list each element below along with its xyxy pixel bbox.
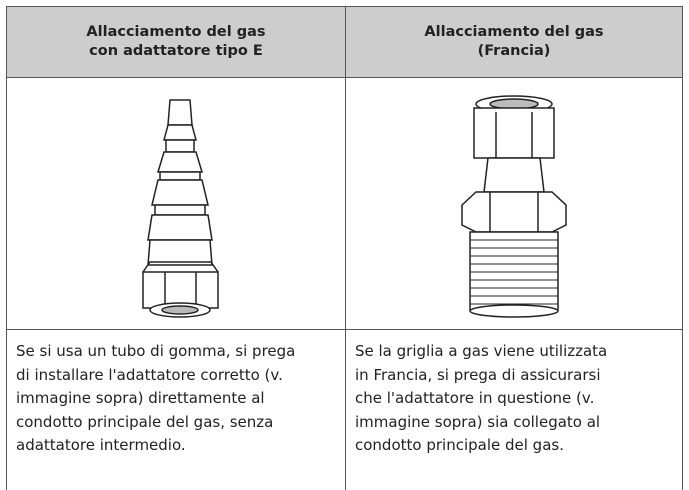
text-line: Se si usa un tubo di gomma, si prega [16, 342, 296, 360]
header-line: con adattatore tipo E [89, 43, 263, 59]
header-line: Allacciamento del gas [86, 24, 266, 40]
header-cell: Allacciamento del gas (Francia) [346, 7, 682, 77]
text-line: in Francia, si prega di assicurarsi [355, 365, 601, 384]
border [682, 6, 683, 490]
text-line: immagine sopra) direttamente al [16, 389, 265, 407]
body-cell: Se si usa un tubo di gomma, si prega di i… [16, 340, 295, 458]
body-cell: Se la griglia a gas viene utilizzata in F… [355, 340, 607, 458]
text-line: immagine sopra) sia collegato al [355, 412, 601, 431]
border [6, 6, 7, 490]
border [6, 329, 683, 330]
text-line: di installare l'adattatore corretto (v. [16, 365, 283, 384]
text-line: condotto principale del gas. [355, 436, 564, 454]
header-cell: Allacciamento del gas con adattatore tipo… [7, 7, 345, 77]
border [6, 6, 683, 7]
text-line: condotto principale del gas, senza [16, 412, 274, 431]
illustrations [142, 95, 567, 318]
hose-adapter [142, 99, 219, 318]
header-line: (Francia) [477, 43, 551, 59]
header-line: Allacciamento del gas [424, 24, 604, 40]
french-adapter [461, 95, 567, 318]
border [345, 6, 346, 490]
border [6, 77, 683, 78]
text-line: adattatore intermedio. [16, 436, 186, 454]
text-line: che l'adattatore in questione (v. [355, 389, 595, 407]
text-line: Se la griglia a gas viene utilizzata [355, 342, 608, 360]
